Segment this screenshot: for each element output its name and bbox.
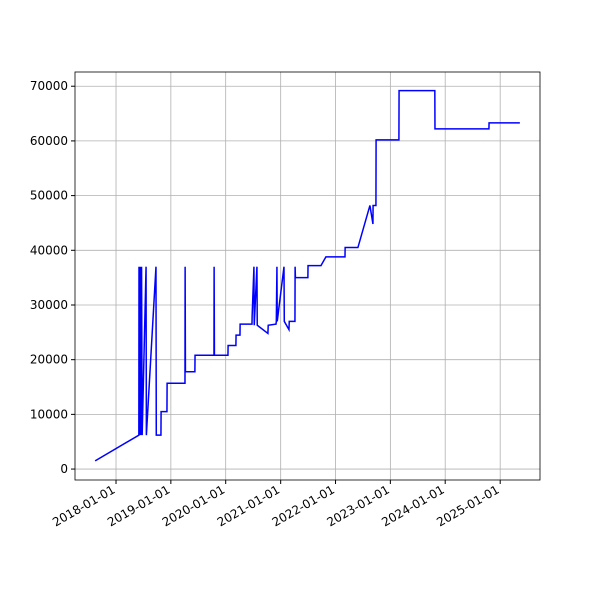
x-tick-label: 2025-01-01 <box>434 482 501 529</box>
line-series <box>94 89 520 462</box>
plot-frame <box>74 71 541 481</box>
y-tick-label: 10000 <box>30 407 68 421</box>
y-tick-label: 0 <box>60 462 68 476</box>
y-tick-label: 30000 <box>30 298 68 312</box>
y-tick-label: 40000 <box>30 243 68 257</box>
y-tick-label: 50000 <box>30 189 68 203</box>
y-tick-label: 60000 <box>30 134 68 148</box>
y-tick-label: 70000 <box>30 79 68 93</box>
y-tick-label: 20000 <box>30 353 68 367</box>
